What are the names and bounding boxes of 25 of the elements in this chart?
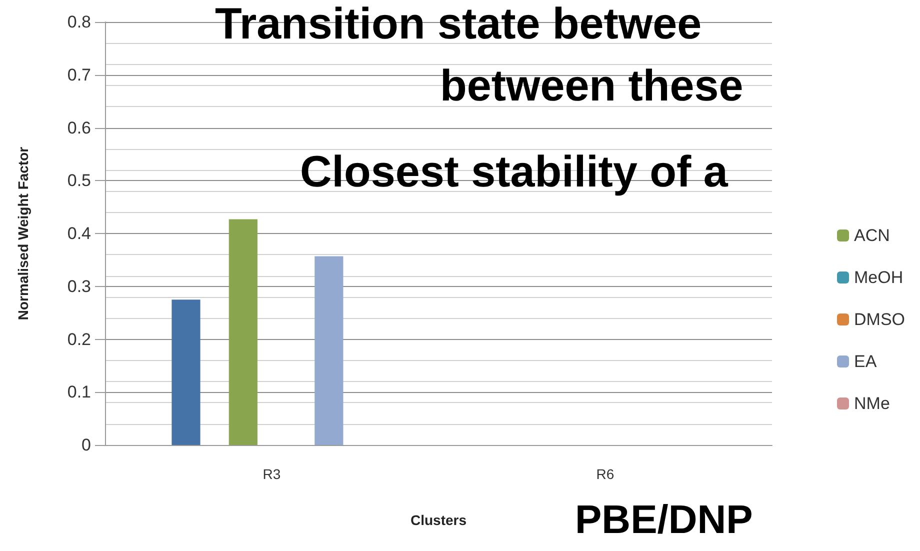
y-tick-label: 0.5 (67, 171, 91, 190)
x-axis-title: Clusters (410, 512, 467, 528)
text: PBE/DNP (575, 498, 753, 542)
y-tick-label: 0.2 (67, 330, 91, 349)
x-tick-label: R3 (262, 466, 281, 482)
y-tick-label: 0.1 (67, 382, 91, 402)
y-tick-label: 0.8 (67, 12, 91, 32)
y-tick-label: 0.3 (67, 276, 91, 296)
y-tick-label: 0.4 (67, 224, 91, 243)
annotation: Closest stability of a (300, 148, 728, 196)
annotation: Transition state betwee (215, 0, 702, 48)
bar (172, 300, 200, 445)
legend-label: NMe (854, 394, 890, 413)
bar (228, 219, 258, 445)
annotation: between these (440, 62, 744, 110)
y-tick-label: 0 (82, 436, 91, 454)
legend-label: ACN (854, 226, 890, 245)
y-axis-title: Normalised Weight Factor (15, 146, 31, 320)
bar (314, 256, 344, 445)
legend-label: MeOH (854, 268, 904, 287)
y-tick-label: 0.7 (67, 65, 91, 84)
y-tick-label: 0.6 (67, 118, 91, 138)
legend-label: DMSO (854, 310, 905, 329)
legend-label: EA (854, 352, 878, 371)
x-tick-label: R6 (596, 466, 614, 482)
